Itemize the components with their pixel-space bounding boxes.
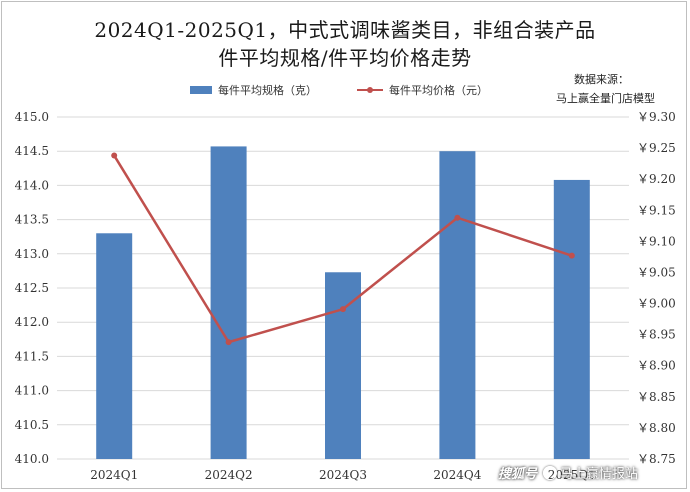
y-left-tick-label: 413.5 <box>15 213 49 227</box>
legend-label-bar: 每件平均规格（克） <box>218 84 317 97</box>
bar <box>553 179 590 460</box>
x-tick-label: 2024Q4 <box>433 468 481 482</box>
y-left-tick-label: 410.0 <box>15 452 49 466</box>
y-right-tick-label: ￥8.95 <box>637 328 676 342</box>
legend-swatch-line <box>357 87 383 93</box>
y-left-tick-label: 411.5 <box>15 349 49 363</box>
y-left-tick-label: 411.0 <box>15 384 49 398</box>
y-right-tick-label: ￥8.80 <box>637 421 676 435</box>
y-left-tick-label: 415.0 <box>15 110 49 124</box>
bar <box>96 233 133 459</box>
legend-swatch-bar <box>190 86 212 94</box>
price-point <box>340 306 346 313</box>
y-right-tick-label: ￥9.25 <box>637 141 676 155</box>
legend-label-line: 每件平均价格（元） <box>389 84 488 97</box>
bar <box>325 272 361 459</box>
x-tick-label: 2025Q1 <box>548 468 596 482</box>
y-right-tick-label: ￥9.00 <box>637 297 676 311</box>
y-left-tick-label: 410.5 <box>15 418 49 432</box>
legend-item-bar: 每件平均规格（克） <box>190 82 317 98</box>
legend-item-line: 每件平均价格（元） <box>357 82 488 98</box>
y-right-tick-label: ￥8.90 <box>637 359 676 373</box>
x-tick-label: 2024Q1 <box>90 468 138 482</box>
y-right-tick-label: ￥8.75 <box>637 452 676 466</box>
x-tick-label: 2024Q3 <box>319 468 367 482</box>
x-tick-label: 2024Q2 <box>205 468 253 482</box>
price-point <box>111 152 118 159</box>
y-right-tick-label: ￥9.30 <box>637 110 676 124</box>
y-left-tick-label: 412.0 <box>15 315 49 329</box>
source-label: 数据来源： <box>574 73 629 86</box>
watermark: 搜狐号 马上赢情报站 <box>498 463 638 482</box>
y-right-tick-label: ￥9.05 <box>637 265 676 279</box>
price-point <box>568 252 575 259</box>
price-point <box>454 214 461 221</box>
y-right-tick-label: ￥9.10 <box>637 234 676 248</box>
y-left-tick-label: 413.0 <box>15 247 49 261</box>
bar <box>210 146 247 460</box>
y-right-tick-label: ￥9.15 <box>637 203 676 217</box>
y-left-tick-label: 414.5 <box>15 144 49 158</box>
price-point <box>225 339 232 346</box>
chart-title-line2: 件平均规格/件平均价格走势 <box>218 46 472 70</box>
watermark-icon <box>543 465 558 480</box>
bar <box>439 151 476 459</box>
y-left-tick-label: 414.0 <box>15 178 49 192</box>
y-right-tick-label: ￥8.85 <box>637 390 676 404</box>
watermark-name: 马上赢情报站 <box>560 467 639 482</box>
chart-title-line1: 2024Q1-2025Q1，中式式调味酱类目，非组合装产品 <box>94 18 596 42</box>
y-left-tick-label: 412.5 <box>15 281 49 295</box>
source-name: 马上赢全量门店模型 <box>556 92 655 105</box>
watermark-brand: 搜狐号 <box>498 467 538 482</box>
y-right-tick-label: ￥9.20 <box>637 172 676 186</box>
